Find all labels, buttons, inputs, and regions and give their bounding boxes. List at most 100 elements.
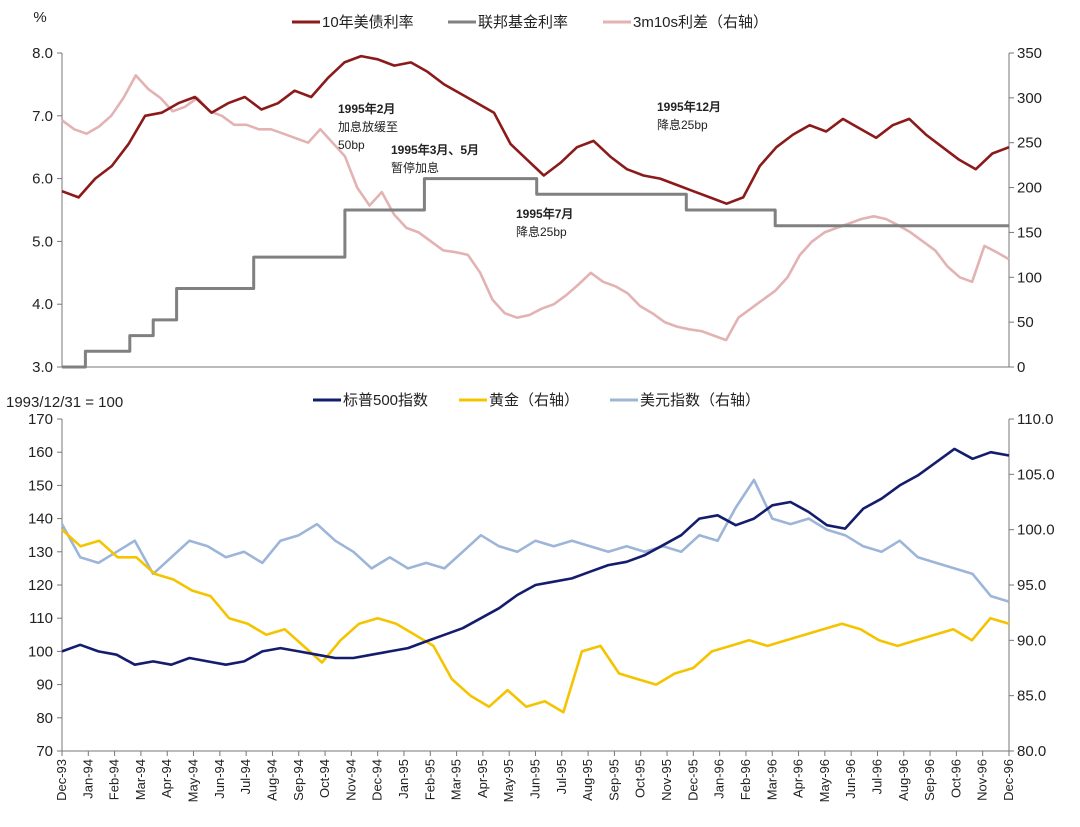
bottom-right-tick-label: 100.0 <box>1017 522 1055 539</box>
annotations: 1995年2月 加息放缓至 50bp 1995年3月、5月 暂停加息 1995年… <box>338 99 721 239</box>
x-tick-label: Mar-95 <box>449 759 464 800</box>
top-left-unit-label: % <box>33 9 46 26</box>
x-tick-label: Mar-96 <box>764 759 779 800</box>
x-tick-label: Feb-94 <box>107 759 122 800</box>
annotation-mar-may-1995: 1995年3月、5月 暂停加息 <box>391 142 479 175</box>
x-tick-label: Aug-95 <box>580 759 595 801</box>
x-tick-label: Jun-94 <box>212 759 227 799</box>
series-10y-treasury-line <box>61 54 1010 205</box>
annotation-feb-1995: 1995年2月 加息放缓至 50bp <box>338 101 398 152</box>
x-tick-label: Aug-94 <box>264 759 279 801</box>
annotation-feb-1995-title: 1995年2月 <box>338 101 395 116</box>
x-tick-label: Aug-96 <box>896 759 911 801</box>
top-left-axis: 3.0 4.0 5.0 6.0 7.0 8.0 <box>32 45 1009 376</box>
x-tick-label: Jan-96 <box>712 759 727 799</box>
annotation-jul-1995: 1995年7月 降息25bp <box>516 206 573 239</box>
x-axis: Dec-93 Jan-94 Feb-94 Mar-94 Apr-94 May-94 Jun-… <box>54 750 1016 802</box>
bottom-panel: 1993/12/31 = 100 标普500指数 黄金（右轴） 美元指数（右轴）… <box>6 392 1055 802</box>
bottom-right-tick-label: 105.0 <box>1017 466 1055 483</box>
annotation-dec-1995-line1: 降息25bp <box>657 117 708 132</box>
legend-label-dxy: 美元指数（右轴） <box>640 392 760 409</box>
bottom-series <box>60 447 1010 714</box>
x-tick-label: May-94 <box>186 759 201 802</box>
top-left-tick-label: 3.0 <box>32 359 53 376</box>
series-dxy-line <box>60 478 1010 603</box>
top-left-tick-label: 8.0 <box>32 45 53 62</box>
bottom-right-tick-label: 95.0 <box>1017 577 1046 594</box>
top-left-tick-label: 5.0 <box>32 233 53 250</box>
series-3m10s-spread-line <box>61 74 1010 342</box>
top-right-tick-label: 50 <box>1017 314 1034 331</box>
top-right-tick-label: 100 <box>1017 269 1042 286</box>
bottom-left-tick-label: 110 <box>29 610 53 627</box>
bottom-left-tick-label: 70 <box>36 743 53 760</box>
x-tick-label: Nov-94 <box>343 759 358 801</box>
x-tick-label: Dec-96 <box>1001 759 1016 801</box>
x-tick-label: May-96 <box>817 759 832 802</box>
top-left-tick-label: 6.0 <box>32 171 53 188</box>
bottom-legend: 标普500指数 黄金（右轴） 美元指数（右轴） <box>313 392 760 409</box>
top-left-tick-label: 4.0 <box>32 296 53 313</box>
top-panel: % 10年美债利率 联邦基金利率 3m10s利差（右轴） 3.0 4.0 5.0 6.… <box>32 9 1042 376</box>
bottom-left-tick-label: 150 <box>28 477 53 494</box>
x-tick-label: Jan-94 <box>80 759 95 799</box>
x-tick-label: Feb-95 <box>422 759 437 800</box>
annotation-dec-1995-title: 1995年12月 <box>657 99 721 114</box>
x-tick-label: Jul-94 <box>238 759 253 794</box>
bottom-left-tick-label: 90 <box>36 677 53 694</box>
series-gold-line <box>61 528 1010 714</box>
x-tick-label: Apr-95 <box>475 759 490 798</box>
legend-label-fedfunds: 联邦基金利率 <box>478 14 568 31</box>
annotation-feb-1995-line1: 加息放缓至 <box>338 119 398 134</box>
annotation-feb-1995-line2: 50bp <box>338 138 365 152</box>
x-tick-label: Dec-94 <box>370 759 385 801</box>
top-series <box>61 54 1010 369</box>
top-right-axis: 0 50 100 150 200 250 300 350 <box>1008 45 1042 376</box>
legend-label-treasury: 10年美债利率 <box>322 14 414 31</box>
x-tick-label: Oct-96 <box>948 759 963 798</box>
top-right-tick-label: 0 <box>1017 359 1025 376</box>
legend-label-spread: 3m10s利差（右轴） <box>633 14 768 31</box>
annotation-mar-may-1995-line1: 暂停加息 <box>391 160 439 175</box>
series-sp500-line <box>61 447 1010 666</box>
bottom-left-tick-label: 120 <box>28 577 53 594</box>
x-tick-label: Jun-95 <box>528 759 543 799</box>
bottom-right-tick-label: 85.0 <box>1017 688 1046 705</box>
annotation-mar-may-1995-title: 1995年3月、5月 <box>391 142 479 157</box>
x-tick-label: Oct-94 <box>317 759 332 798</box>
x-tick-label: Dec-95 <box>685 759 700 801</box>
x-tick-label: Sep-94 <box>291 759 306 801</box>
annotation-dec-1995: 1995年12月 降息25bp <box>657 99 721 132</box>
bottom-right-tick-label: 90.0 <box>1017 632 1046 649</box>
x-tick-label: Sep-96 <box>922 759 937 801</box>
bottom-left-unit-label: 1993/12/31 = 100 <box>6 394 123 411</box>
annotation-jul-1995-line1: 降息25bp <box>516 224 567 239</box>
x-tick-label: Dec-93 <box>54 759 69 801</box>
top-right-tick-label: 350 <box>1017 45 1042 62</box>
x-tick-label: Jul-96 <box>869 759 884 794</box>
top-right-tick-label: 250 <box>1017 135 1042 152</box>
bottom-right-tick-label: 110.0 <box>1017 411 1053 428</box>
x-tick-label: Mar-94 <box>133 759 148 800</box>
legend-label-sp500: 标普500指数 <box>343 392 428 409</box>
bottom-right-tick-label: 80.0 <box>1017 743 1046 760</box>
bottom-left-tick-label: 100 <box>28 643 53 660</box>
bottom-left-tick-label: 170 <box>28 411 53 428</box>
bottom-left-tick-label: 160 <box>28 444 53 461</box>
bottom-left-tick-label: 140 <box>28 511 53 528</box>
legend-label-gold: 黄金（右轴） <box>489 392 579 409</box>
x-tick-label: Nov-96 <box>975 759 990 801</box>
top-right-tick-label: 300 <box>1017 90 1042 107</box>
x-tick-label: Apr-94 <box>159 759 174 798</box>
x-tick-label: Feb-96 <box>738 759 753 800</box>
bottom-left-tick-label: 80 <box>36 710 53 727</box>
bottom-right-axis: 80.0 85.0 90.0 95.0 100.0 105.0 110.0 <box>1008 411 1055 760</box>
x-tick-label: Oct-95 <box>633 759 648 798</box>
series-fed-funds-line <box>62 177 1009 369</box>
top-legend: 10年美债利率 联邦基金利率 3m10s利差（右轴） <box>292 14 768 31</box>
top-left-tick-label: 7.0 <box>32 108 53 125</box>
x-tick-label: Sep-95 <box>606 759 621 801</box>
x-tick-label: Apr-96 <box>791 759 806 798</box>
bottom-left-axis: 70 80 90 100 110 120 130 140 150 160 170 <box>28 411 63 760</box>
